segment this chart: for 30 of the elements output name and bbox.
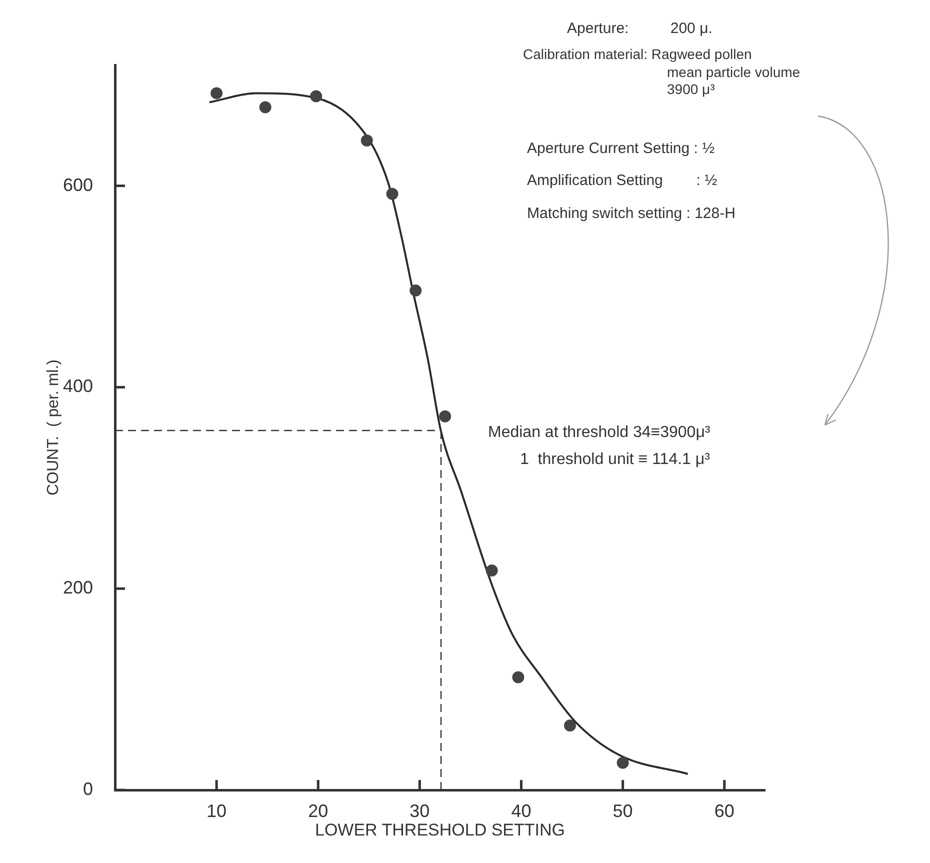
point xyxy=(310,90,322,102)
y-axis-title: COUNT. ( per. ml.) xyxy=(45,359,62,496)
point xyxy=(410,284,422,297)
x-axis-title: LOWER THRESHOLD SETTING xyxy=(315,820,565,840)
point xyxy=(386,188,398,200)
annotation: Aperture Current Setting : ½ xyxy=(527,140,715,159)
annotation: Calibration material: Ragweed pollen mean particle volume 3900 μ³ xyxy=(523,46,802,98)
point xyxy=(616,756,629,769)
annotation: 1 threshold unit ≡ 114.1 μ³ xyxy=(520,450,710,470)
point xyxy=(512,671,524,684)
x-tick-label: 30 xyxy=(410,800,430,821)
annotation: Matching switch setting : 128-H xyxy=(527,205,736,224)
annotation: Amplification Setting : ½ xyxy=(527,172,718,191)
x-tick-label: 60 xyxy=(714,800,734,821)
y-tick-label: 600 xyxy=(62,174,93,195)
point xyxy=(564,720,576,732)
x-tick-label: 10 xyxy=(206,800,227,821)
y-tick-label: 200 xyxy=(62,578,93,598)
x-tick-label: 40 xyxy=(511,800,532,821)
point xyxy=(210,87,223,100)
y-tick-label: 400 xyxy=(62,376,93,396)
point xyxy=(360,134,373,147)
point xyxy=(486,564,498,576)
x-tick-label: 20 xyxy=(308,800,328,821)
x-tick-label: 50 xyxy=(612,800,633,821)
y-tick-label: 0 xyxy=(82,778,93,799)
text: Aperture: 200 μ. xyxy=(567,20,712,39)
point xyxy=(439,410,452,422)
point xyxy=(259,101,272,114)
annotation: Median at threshold 34≡3900μ³ xyxy=(488,423,710,443)
